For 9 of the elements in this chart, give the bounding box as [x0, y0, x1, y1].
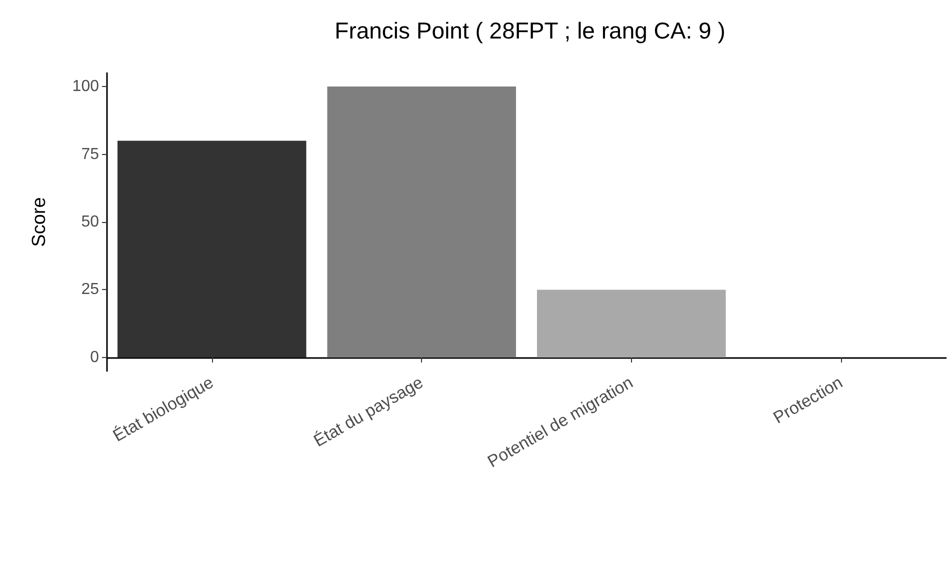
chart-title: Francis Point ( 28FPT ; le rang CA: 9 )	[334, 18, 726, 44]
y-tick-label: 25	[81, 281, 100, 298]
y-tick-label: 100	[72, 78, 100, 96]
y-axis-title: Score	[29, 197, 50, 247]
y-tick-label: 75	[81, 146, 100, 163]
y-tick-label: 50	[81, 214, 100, 230]
y-tick-label: 0	[90, 348, 100, 366]
bar	[327, 86, 516, 358]
bar	[536, 290, 726, 358]
